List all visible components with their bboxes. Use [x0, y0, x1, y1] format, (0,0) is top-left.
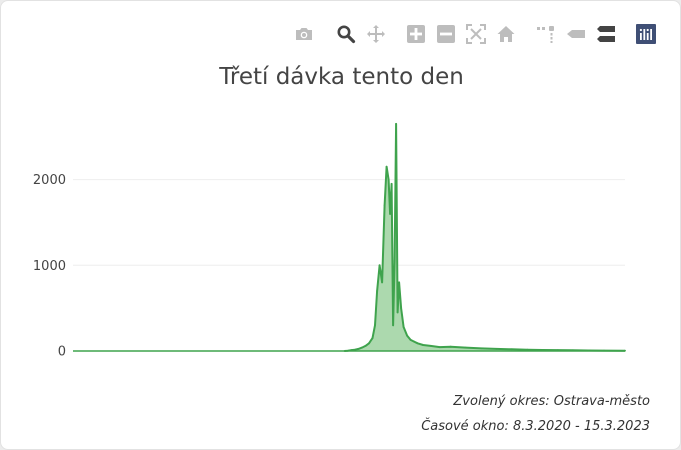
time-window-annotation: Časové okno: 8.3.2020 - 15.3.2023	[421, 419, 650, 434]
data-point	[361, 346, 363, 349]
data-point	[364, 345, 367, 347]
data-point	[398, 281, 400, 284]
y-tick-label: 0	[58, 345, 66, 360]
data-point	[383, 204, 386, 207]
data-point	[357, 348, 360, 350]
hover-compare-icon[interactable]	[595, 23, 617, 45]
data-point	[390, 183, 393, 185]
data-point	[354, 348, 356, 351]
data-point	[393, 260, 396, 262]
data-point	[395, 123, 397, 125]
data-point	[368, 342, 370, 345]
data-point	[385, 165, 388, 168]
data-point	[387, 178, 390, 181]
plotly-logo-icon[interactable]	[635, 23, 657, 45]
data-point	[557, 349, 559, 351]
data-point	[381, 281, 383, 284]
data-point	[510, 348, 513, 351]
data-point	[526, 348, 529, 351]
zoom-icon[interactable]	[335, 23, 357, 45]
data-point	[400, 307, 402, 309]
series-line	[344, 122, 626, 352]
data-point	[350, 349, 353, 351]
data-point	[429, 345, 432, 347]
data-point	[464, 346, 467, 349]
data-point	[374, 324, 376, 327]
spike-lines-icon[interactable]	[535, 23, 557, 45]
data-point	[376, 290, 378, 292]
data-point	[413, 340, 415, 343]
data-point	[347, 349, 349, 352]
data-point	[406, 334, 408, 337]
data-point	[438, 346, 441, 348]
data-point	[343, 350, 346, 352]
selected-district-annotation: Zvolený okres: Ostrava-město	[453, 394, 650, 409]
pan-icon[interactable]	[365, 23, 387, 45]
data-point	[416, 342, 419, 345]
data-point	[378, 264, 381, 267]
zoom-out-icon[interactable]	[435, 23, 457, 45]
zoom-in-icon[interactable]	[405, 23, 427, 45]
data-point	[371, 337, 374, 339]
data-point	[587, 349, 590, 352]
autoscale-icon[interactable]	[465, 23, 487, 45]
data-point	[480, 347, 483, 350]
hover-closest-icon[interactable]	[565, 23, 587, 45]
data-point	[495, 348, 498, 350]
data-point	[422, 344, 424, 346]
data-point	[396, 311, 399, 314]
home-icon[interactable]	[495, 23, 517, 45]
data-point	[449, 345, 452, 348]
data-point	[572, 349, 574, 352]
data-point	[389, 213, 391, 215]
data-point	[624, 349, 626, 352]
y-tick-label: 1000	[33, 259, 66, 274]
y-tick-label: 2000	[33, 173, 66, 188]
data-point	[603, 349, 605, 352]
data-point	[409, 339, 412, 341]
data-point	[392, 324, 394, 327]
chart-title: Třetí dávka tento den	[219, 64, 464, 90]
data-point	[402, 326, 405, 328]
series-area	[73, 123, 625, 352]
data-point	[541, 349, 544, 351]
camera-icon[interactable]	[293, 23, 315, 45]
